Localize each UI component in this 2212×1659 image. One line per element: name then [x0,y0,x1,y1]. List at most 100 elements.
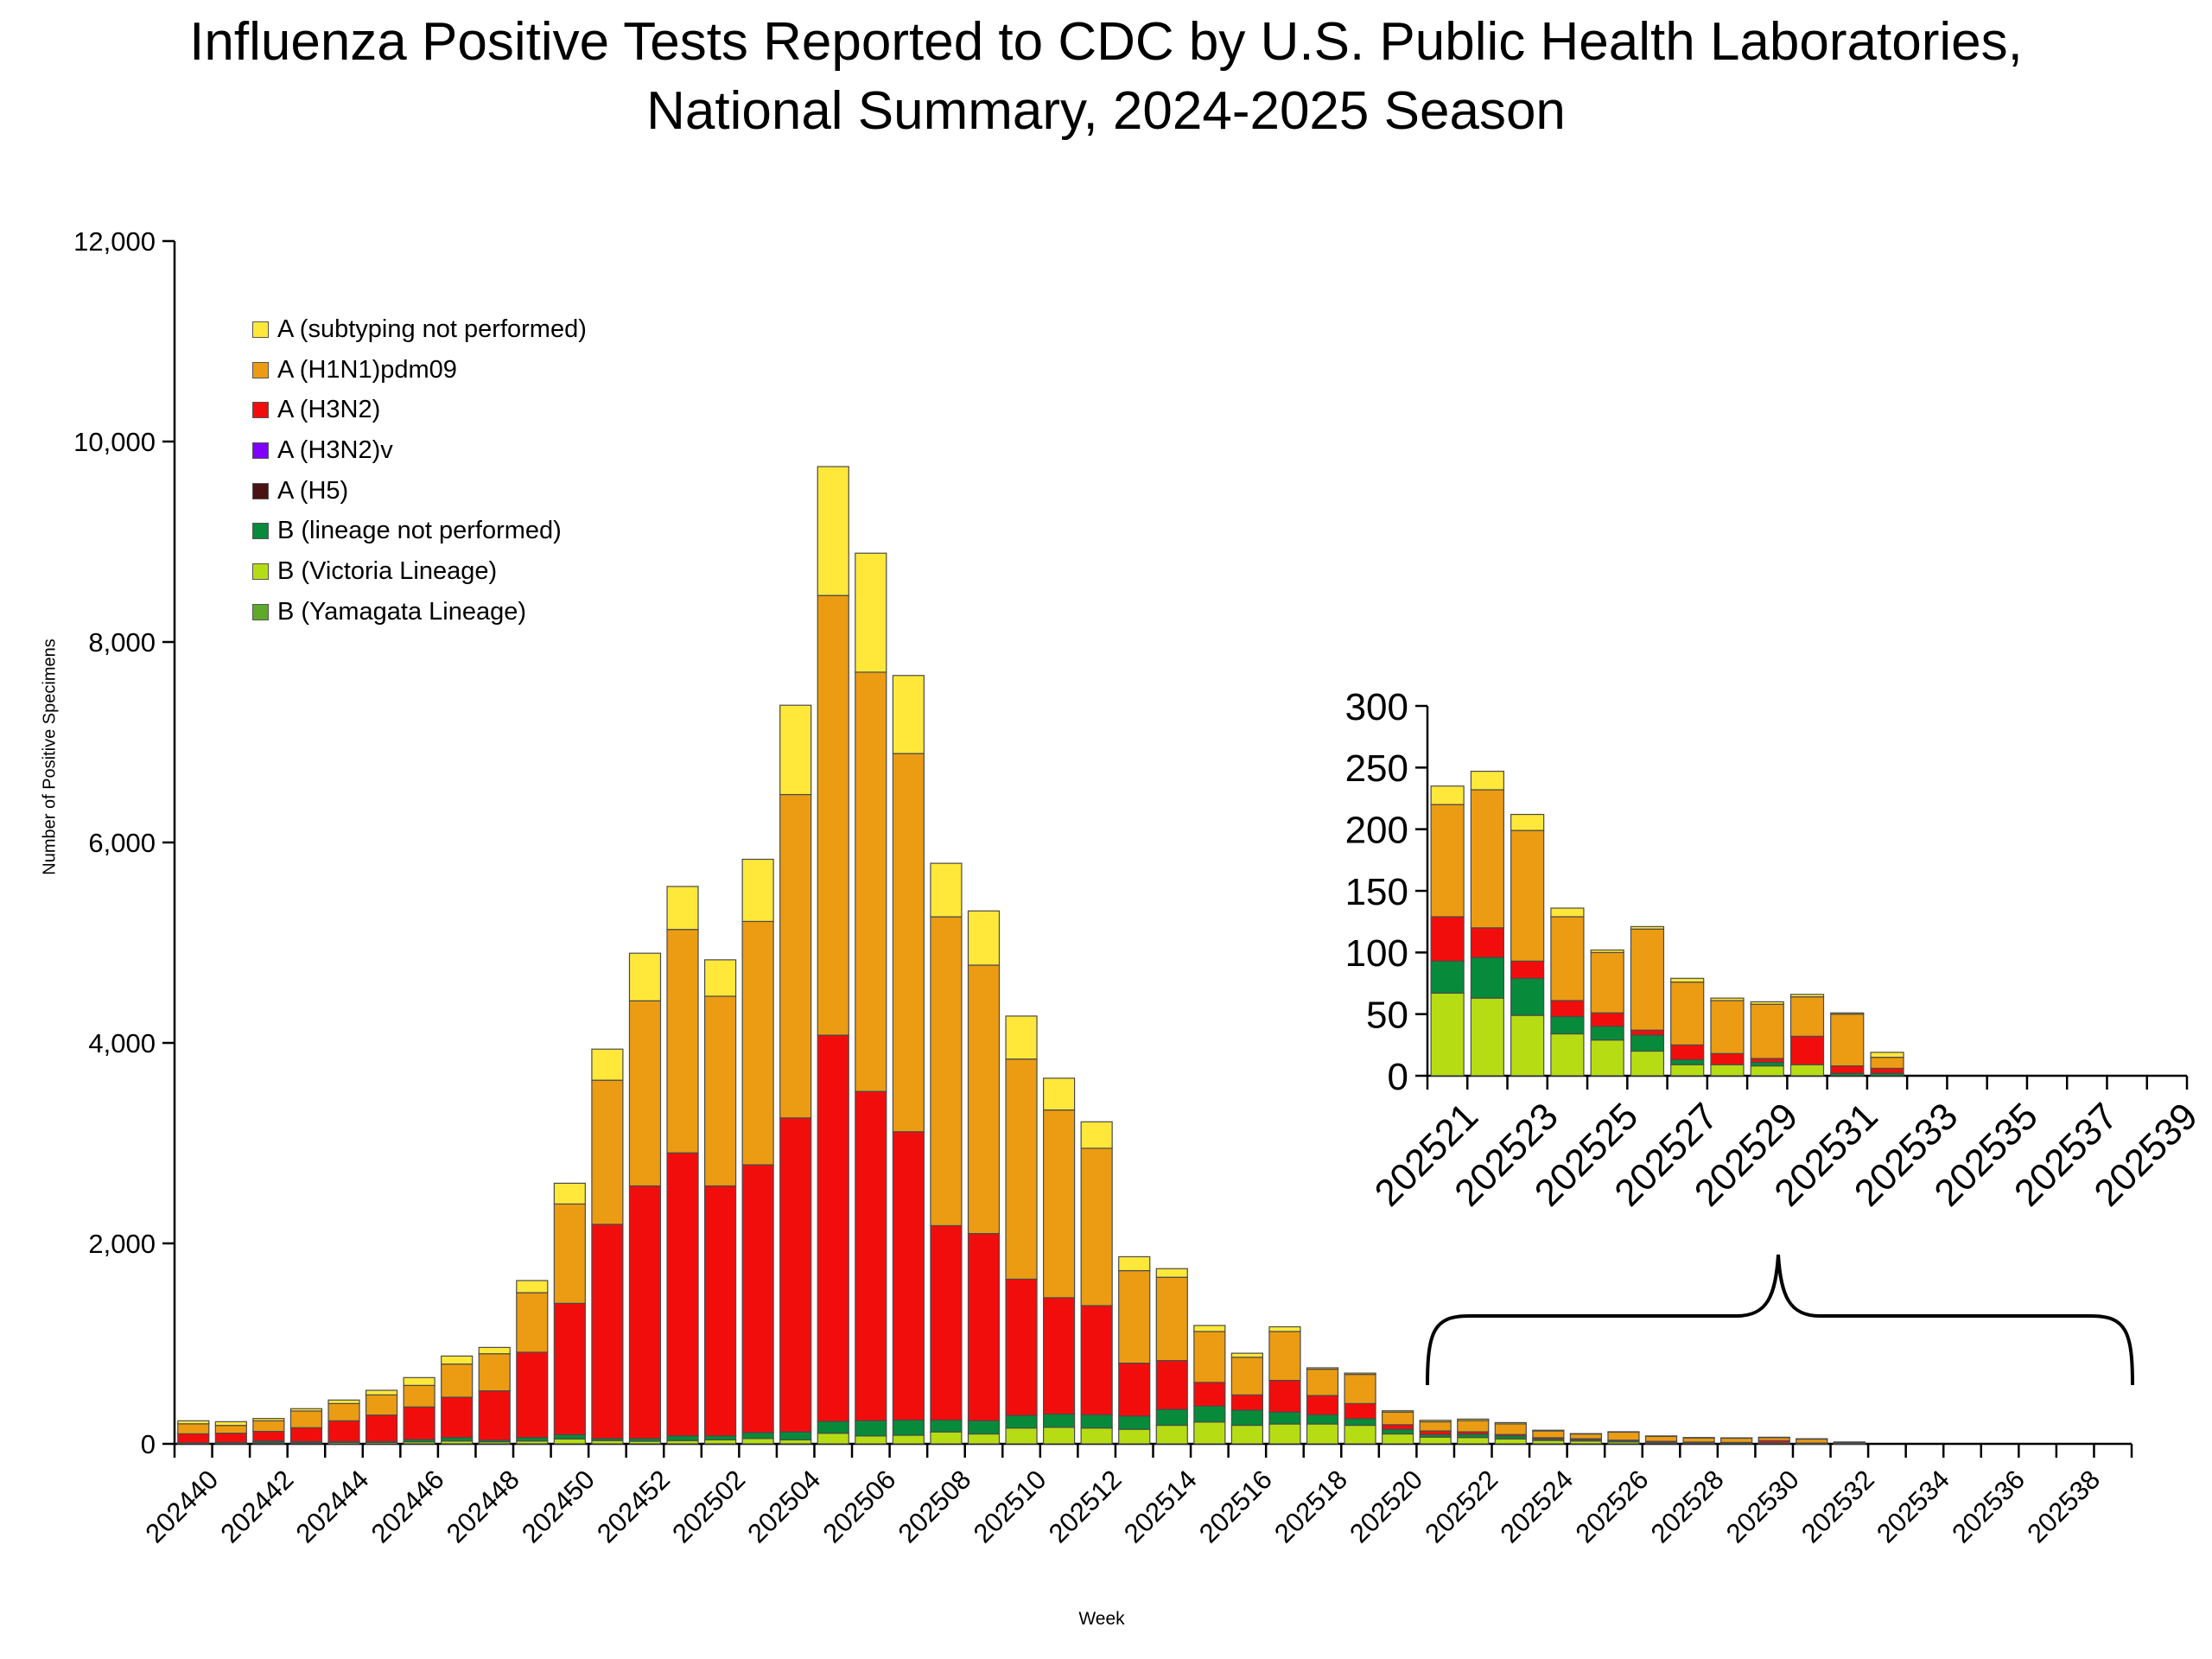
inset-bar-segment [1630,928,1665,1031]
inset-bar-segment [1789,1035,1825,1065]
main-bar-segment [214,1425,247,1434]
inset-bar-segment [1590,1039,1624,1077]
main-bar-segment [1268,1423,1301,1445]
legend-label: A (H1N1)pdm09 [277,355,457,384]
inset-bar-segment [1630,1050,1665,1077]
inset-bar-segment [1750,1058,1784,1063]
main-bar-segment [1268,1331,1301,1382]
legend-label: A (subtyping not performed) [277,315,587,343]
main-bar-segment [1532,1430,1565,1439]
main-bar-segment [930,916,963,1227]
legend-swatch [252,482,269,499]
inset-bar-segment [1630,1029,1665,1036]
main-bar-stack [1230,1352,1263,1445]
inset-bar-segment [1470,957,1504,999]
main-bar-segment [628,1000,662,1187]
main-bar-segment [1419,1421,1452,1432]
main-bar-segment [779,704,812,796]
inset-bar-segment [1430,804,1465,918]
main-x-tick-label: 202520 [1344,1465,1428,1549]
main-bar-stack [855,552,887,1445]
main-bar-segment [741,858,774,923]
main-bar-segment [1193,1421,1226,1445]
inset-bar-segment [1789,994,1825,998]
main-bar-segment [703,1439,737,1445]
legend-label: A (H5) [277,476,349,505]
main-bar-segment [478,1390,511,1441]
inset-bar-segment [1590,1026,1624,1041]
main-bar-segment [1419,1420,1452,1423]
main-bar-segment [1344,1402,1376,1420]
zoom-brace [1426,1254,2134,1386]
main-bar-segment [1043,1427,1076,1445]
legend-swatch [252,442,269,459]
main-bar-segment [1457,1418,1490,1421]
main-bar-stack [1419,1420,1452,1445]
legend-label: A (H3N2) [277,396,381,424]
main-bar-stack [177,1420,210,1445]
main-bar-segment [516,1292,549,1353]
main-bar-segment [1682,1437,1715,1439]
legend-item: A (H1N1)pdm09 [252,350,587,391]
main-bar-segment [1118,1428,1151,1445]
main-bar-segment [1155,1360,1188,1410]
main-bar-stack [289,1408,323,1445]
legend-item: B (Victoria Lineage) [252,551,587,592]
main-bar-stack [1569,1433,1603,1445]
main-bar-segment [967,1433,1001,1445]
main-bar-segment [967,1420,1001,1435]
main-bar-segment [892,1131,925,1421]
main-bar-segment [1306,1368,1339,1396]
main-bar-segment [1155,1408,1188,1427]
main-bar-segment [553,1438,586,1445]
main-x-tick-label: 202516 [1193,1465,1278,1549]
inset-bar-segment [1550,916,1585,1001]
main-bar-segment [478,1353,511,1392]
main-bar-stack [1080,1121,1113,1445]
main-bar-segment [1306,1414,1339,1425]
inset-bar-segment [1430,916,1465,962]
main-bar-segment [1118,1255,1151,1272]
main-bar-segment [703,959,737,997]
main-bar-segment [855,552,887,673]
inset-bar-stack [1830,1012,1865,1077]
main-bar-segment [1382,1428,1414,1435]
main-bar-segment [628,1185,662,1440]
main-bar-segment [1382,1433,1414,1445]
main-bar-segment [892,1419,925,1436]
inset-bar-segment [1750,1065,1784,1077]
main-bar-segment [1833,1441,1866,1443]
inset-bar-segment [1430,785,1465,805]
main-bar-segment [1043,1109,1076,1299]
main-bar-segment [741,1432,774,1440]
main-bar-segment [855,1435,887,1445]
main-bar-segment [1230,1394,1263,1411]
main-bar-stack [252,1418,285,1445]
main-bar-segment [1230,1357,1263,1395]
x-axis-label: Week [1078,1609,1125,1629]
main-x-tick-label: 202450 [516,1465,601,1549]
inset-bar-segment [1710,1000,1745,1054]
legend-swatch [252,361,269,378]
main-bar-segment [930,1431,963,1445]
main-bar-segment [703,1185,737,1437]
inset-bar-segment [1670,981,1705,1046]
main-bar-stack [779,704,812,1445]
main-bar-stack [1833,1441,1866,1445]
main-bar-segment [365,1414,398,1442]
main-bar-segment [1005,1414,1038,1429]
inset-bar-segment [1830,1012,1865,1015]
legend-swatch [252,321,269,338]
main-bar-segment [441,1396,474,1439]
main-bar-stack [1118,1255,1151,1445]
main-y-tick-label: 4,000 [88,1028,156,1058]
main-x-tick-label: 202510 [968,1465,1052,1549]
legend-item: A (H3N2)v [252,430,587,471]
inset-bar-segment [1710,997,1745,1001]
main-bar-segment [855,1420,887,1437]
main-bar-segment [1230,1409,1263,1427]
inset-bar-segment [1630,925,1665,930]
main-bar-segment [817,1433,849,1445]
main-bar-segment [252,1418,285,1421]
